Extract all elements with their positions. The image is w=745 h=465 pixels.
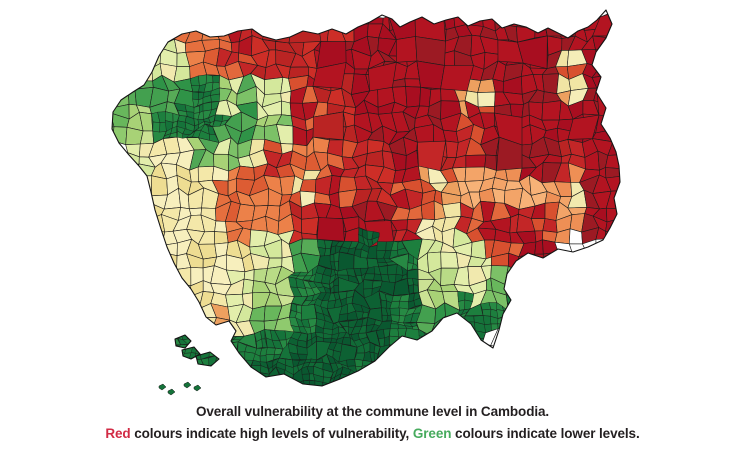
- country-outline-stroke: [111, 9, 621, 387]
- commune-mesh: [112, 10, 620, 386]
- island-specks: [158, 381, 202, 396]
- caption-line2-end: colours indicate lower levels.: [451, 426, 640, 441]
- caption-line1: Overall vulnerability at the commune lev…: [195, 404, 550, 419]
- caption-line2-mid: colours indicate high levels of vulnerab…: [130, 426, 413, 441]
- caption-red-word: Red: [105, 426, 131, 441]
- caption-green-word: Green: [412, 426, 452, 441]
- caption-line2: Red colours indicate high levels of vuln…: [0, 423, 745, 445]
- map-caption: Overall vulnerability at the commune lev…: [0, 401, 745, 445]
